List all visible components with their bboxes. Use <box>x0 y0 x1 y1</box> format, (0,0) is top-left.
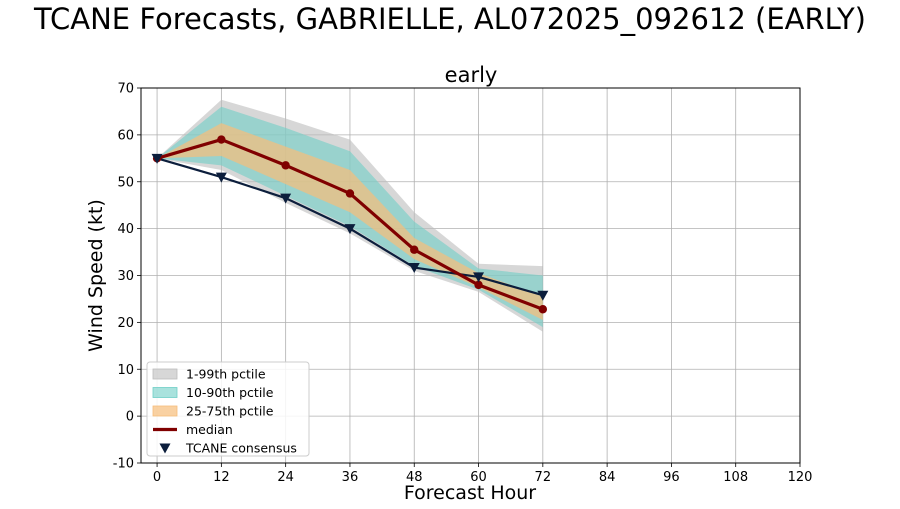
band-3 <box>157 123 543 321</box>
y-tick-label: 10 <box>117 363 134 378</box>
x-tick-label: 48 <box>406 470 423 485</box>
legend-swatch <box>152 387 178 398</box>
consensus-point <box>151 153 163 164</box>
median-point <box>281 161 290 170</box>
median-point <box>410 245 419 254</box>
x-tick-label: 120 <box>788 470 813 485</box>
axes-title: early <box>445 63 498 87</box>
consensus-point <box>408 263 420 274</box>
x-tick-label: 0 <box>153 470 161 485</box>
x-tick-label: 84 <box>599 470 616 485</box>
legend: 1-99th pctile 10-90th pctile 25-75th pctil… <box>146 361 310 457</box>
consensus-point <box>344 224 356 235</box>
x-tick-label: 24 <box>277 470 294 485</box>
median-point <box>217 135 226 144</box>
y-tick-label: 50 <box>117 175 134 190</box>
y-tick-label: 70 <box>117 82 134 97</box>
x-tick-label: 12 <box>213 470 230 485</box>
figure-suptitle: TCANE Forecasts, GABRIELLE, AL072025_092… <box>34 2 866 36</box>
y-axis-label: Wind Speed (kt) <box>85 199 107 352</box>
y-tick-label: 20 <box>117 316 134 331</box>
median-point <box>538 305 548 314</box>
legend-box <box>146 361 310 457</box>
consensus-point <box>280 193 292 204</box>
median-point <box>474 280 483 290</box>
x-tick-label: 108 <box>723 470 748 485</box>
legend-label: TCANE consensus <box>185 441 297 456</box>
legend-label: 1-99th pctile <box>186 367 266 382</box>
y-tick-label: 30 <box>117 269 134 284</box>
y-tick-label: 40 <box>117 222 134 237</box>
marker-layer <box>151 135 549 314</box>
tick-layer: 0 12 24 36 48 60 72 84 96 108 120 -10 0 10 20 30 40 50 60 7… <box>113 82 813 486</box>
legend-swatch <box>152 368 178 380</box>
legend-label: median <box>186 422 233 437</box>
y-tick-label: 60 <box>117 128 134 143</box>
y-tick-label: -10 <box>113 457 134 472</box>
x-tick-label: 96 <box>663 470 680 485</box>
x-axis-label: Forecast Hour <box>404 482 536 504</box>
x-tick-label: 60 <box>470 470 487 485</box>
legend-label: 10-90th pctile <box>186 385 274 400</box>
consensus-point <box>215 172 227 183</box>
x-tick-label: 72 <box>535 470 552 485</box>
y-tick-label: 0 <box>126 410 134 425</box>
x-tick-label: 36 <box>342 470 359 485</box>
consensus-point <box>537 290 549 301</box>
legend-swatch <box>152 405 178 417</box>
consensus-point <box>473 272 485 283</box>
median-point <box>345 189 355 198</box>
legend-swatch <box>159 443 171 454</box>
legend-label: 25-75th pctile <box>186 404 274 419</box>
